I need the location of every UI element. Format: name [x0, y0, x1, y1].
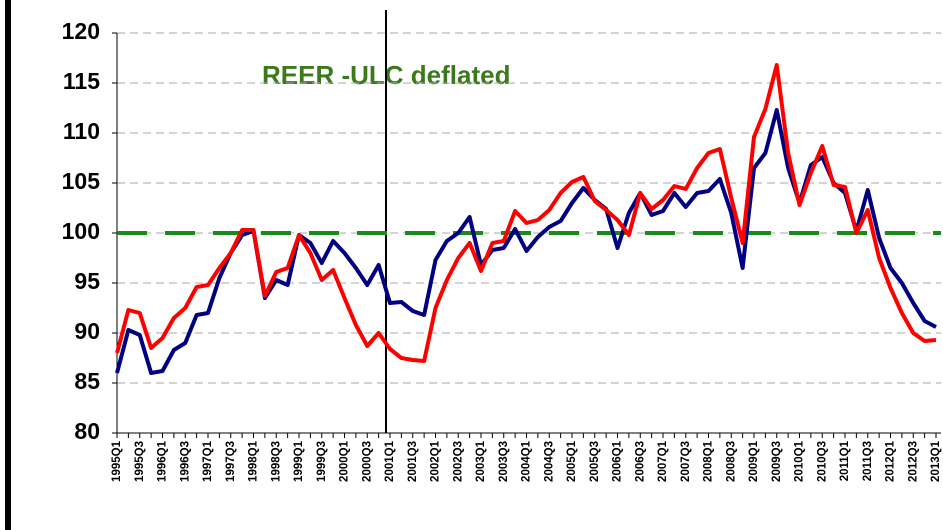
y-tick-label: 110 [63, 118, 100, 144]
y-tick-label: 80 [74, 418, 100, 444]
x-tick-label: 2001Q1 [384, 440, 396, 482]
x-tick-label: 1995Q1 [111, 440, 123, 482]
x-tick-label: 2011Q3 [862, 441, 874, 481]
x-tick-label: 2008Q3 [725, 441, 737, 482]
x-tick-label: 2003Q1 [475, 440, 487, 482]
x-tick-label: 2010Q1 [794, 440, 806, 482]
x-tick-label: 2009Q3 [771, 441, 783, 482]
series-line [115, 108, 937, 375]
y-tick-label: 95 [74, 268, 100, 294]
left-border [5, 0, 11, 530]
x-tick-label: 1998Q3 [270, 441, 282, 482]
x-tick-label: 2010Q3 [816, 441, 828, 482]
x-tick-label: 2004Q3 [543, 441, 555, 482]
y-tick-label: 85 [74, 368, 100, 394]
x-tick-label: 2002Q3 [452, 441, 464, 482]
x-tick-label: 2003Q3 [498, 441, 510, 482]
x-tick-label: 2000Q1 [339, 440, 351, 482]
x-tick-label: 2012Q1 [885, 440, 897, 482]
x-tick-label: 2007Q1 [657, 440, 669, 482]
x-tick-label: 1999Q1 [293, 440, 305, 482]
x-tick-label: 2002Q1 [430, 440, 442, 482]
x-tick-label: 2004Q1 [521, 440, 533, 482]
x-tick-label: 2013Q1 [930, 440, 942, 482]
x-tick-label: 2009Q1 [748, 440, 760, 482]
x-tick-label: 2001Q3 [407, 441, 419, 482]
x-tick-label: 2005Q1 [566, 440, 578, 482]
x-tick-label: 1996Q3 [179, 441, 191, 482]
x-tick-label: 2006Q1 [612, 440, 624, 482]
x-tick-label: 2006Q3 [634, 441, 646, 482]
y-tick-label: 100 [62, 218, 100, 244]
x-tick-label: 2000Q3 [361, 441, 373, 482]
x-tick-label: 2011Q1 [839, 440, 851, 481]
x-tick-label: 2012Q3 [907, 441, 919, 482]
x-tick-label: 1997Q3 [225, 441, 237, 482]
y-tick-label: 115 [63, 68, 100, 94]
x-tick-label: 2005Q3 [589, 441, 601, 482]
x-tick-label: 1996Q1 [157, 440, 169, 482]
series-line [115, 63, 937, 363]
y-tick-label: 120 [62, 18, 100, 44]
y-tick-label: 90 [74, 318, 100, 344]
x-tick-label: 1998Q1 [248, 440, 260, 482]
x-tick-label: 1995Q3 [134, 441, 146, 482]
x-tick-label: 2007Q3 [680, 441, 692, 482]
x-tick-label: 1997Q1 [202, 440, 214, 482]
x-tick-label: 2008Q1 [703, 440, 715, 482]
x-tick-label: 1999Q3 [316, 441, 328, 482]
y-tick-label: 105 [62, 168, 101, 194]
